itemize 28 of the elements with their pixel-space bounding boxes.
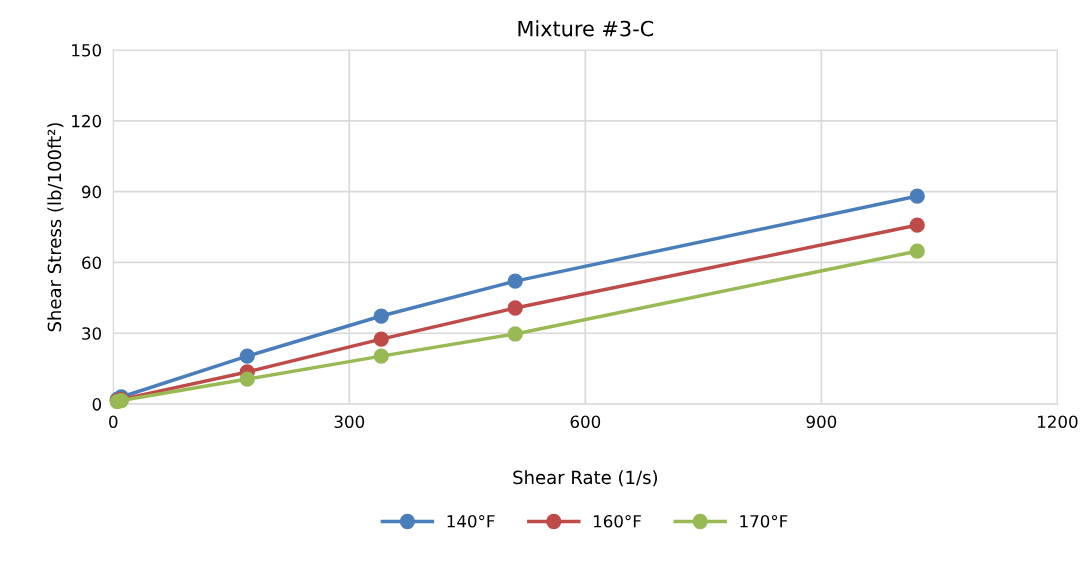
y-tick-label: 0 [92,398,102,411]
x-axis-title: Shear Rate (1/s) [513,470,657,487]
point [507,273,523,289]
y-tick-label: 60 [82,256,102,270]
point [507,326,523,342]
point [239,371,255,387]
point [373,348,389,364]
legend-label: 160°F [593,514,641,528]
point [507,300,523,316]
x-tick-label: 300 [334,415,365,429]
x-tick-label: 1200 [1038,415,1078,429]
y-tick-label: 120 [72,114,102,128]
y-tick-label: 150 [72,43,102,57]
point [909,217,925,233]
point [909,243,925,259]
y-tick-label: 90 [81,185,102,199]
y-axis-title: Shear Stress (lb/100ft²) [47,123,64,332]
point [239,348,255,364]
point [373,308,389,324]
point [373,331,389,347]
point [909,188,925,204]
x-tick-label: 0 [109,415,118,429]
chart-title: Mixture #3-C [518,20,654,37]
x-tick-label: 900 [806,415,837,429]
x-tick-label: 600 [570,415,601,429]
legend-label: 170°F [740,514,788,528]
legend-label: 140°F [447,514,495,528]
y-tick-label: 30 [82,327,102,340]
